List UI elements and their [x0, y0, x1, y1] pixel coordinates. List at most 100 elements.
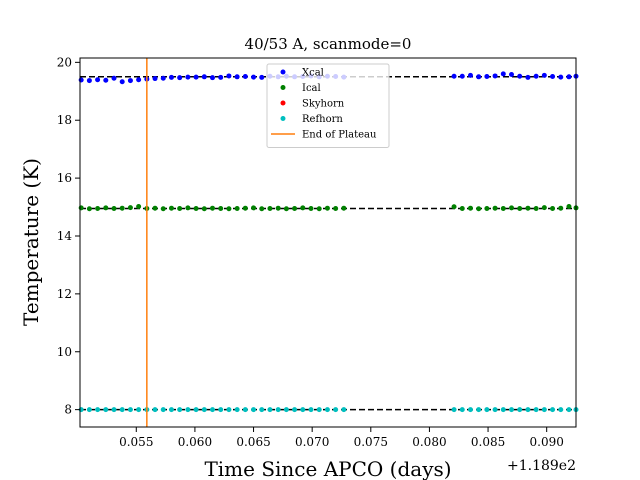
ical-point: [525, 205, 531, 211]
refhorn-point: [500, 407, 506, 413]
refhorn-point: [160, 407, 166, 413]
x-tick-label: 0.075: [354, 435, 388, 449]
refhorn-point: [111, 407, 117, 413]
legend-end-of-plateau-label: End of Plateau: [302, 130, 377, 141]
refhorn-point: [550, 407, 556, 413]
ical-point: [234, 205, 240, 211]
refhorn-point: [185, 407, 191, 413]
ical-point: [533, 205, 539, 211]
refhorn-point: [267, 407, 273, 413]
x-offset-label: +1.189e2: [507, 458, 576, 474]
x-axis-label: Time Since APCO (days): [204, 457, 451, 480]
ical-point: [218, 205, 224, 211]
xcal-point: [119, 79, 125, 85]
ical-point: [185, 205, 191, 211]
ical-point: [333, 205, 339, 211]
ical-point: [95, 205, 101, 211]
xcal-point: [218, 74, 224, 80]
xcal-point: [201, 74, 207, 80]
ical-point: [316, 206, 322, 212]
xcal-point: [168, 74, 174, 80]
ical-point: [251, 205, 257, 211]
ical-point: [484, 205, 490, 211]
xcal-point: [78, 77, 84, 83]
x-tick-label: 0.055: [119, 435, 153, 449]
xcal-point: [550, 74, 556, 80]
ical-point: [226, 206, 232, 212]
refhorn-point: [177, 407, 183, 413]
legend: Xcal Ical Skyhorn Refhorn End of Plateau: [266, 63, 390, 148]
xcal-point: [533, 73, 539, 79]
ical-point: [558, 205, 564, 211]
x-tick-label: 0.080: [412, 435, 446, 449]
y-axis: 8 10 12 14 16 18 20: [57, 55, 80, 417]
refhorn-point: [103, 407, 109, 413]
refhorn-point: [451, 407, 457, 413]
y-axis-label: Temperature (K): [19, 158, 43, 326]
refhorn-point: [127, 407, 133, 413]
refhorn-point: [86, 407, 92, 413]
xcal-point: [484, 74, 490, 80]
y-tick-label: 20: [57, 55, 72, 69]
refhorn-point: [218, 407, 224, 413]
refhorn-point: [324, 407, 330, 413]
x-tick-label: 0.065: [236, 435, 270, 449]
plot-frame: [79, 57, 577, 428]
xcal-point: [251, 74, 257, 80]
xcal-point: [95, 77, 101, 83]
xcal-point: [259, 74, 265, 80]
legend-ical-swatch: [280, 85, 286, 90]
legend-refhorn-swatch: [280, 116, 286, 121]
legend-xcal-label: Xcal: [302, 68, 324, 79]
chart-title: 40/53 A, scanmode=0: [245, 35, 412, 53]
xcal-point: [111, 75, 117, 81]
xcal-point: [193, 74, 199, 80]
xcal-point: [459, 73, 465, 79]
xcal-point: [451, 73, 457, 79]
refhorn-point: [292, 407, 298, 413]
series-refhorn: [78, 407, 579, 413]
ical-point: [292, 205, 298, 211]
ical-point: [86, 206, 92, 212]
ical-point: [160, 206, 166, 212]
ical-point: [177, 205, 183, 211]
refhorn-point: [136, 407, 142, 413]
x-tick-label: 0.060: [178, 435, 212, 449]
xcal-point: [210, 75, 216, 81]
refhorn-point: [251, 407, 257, 413]
refhorn-point: [558, 407, 564, 413]
ical-point: [152, 205, 158, 211]
ical-point: [308, 205, 314, 211]
refhorn-point: [283, 407, 289, 413]
xcal-point: [136, 77, 142, 83]
refhorn-point: [201, 407, 207, 413]
refhorn-point: [168, 407, 174, 413]
xcal-point: [476, 74, 482, 80]
ical-point: [476, 206, 482, 212]
xcal-point: [509, 71, 515, 77]
x-axis: 0.055 0.060 0.065 0.070 0.075 0.080 0.085 0.090: [119, 427, 564, 449]
xcal-point: [467, 72, 473, 78]
xcal-point: [234, 74, 240, 80]
ical-point: [242, 205, 248, 211]
x-tick-label: 0.070: [295, 435, 329, 449]
refhorn-point: [259, 407, 265, 413]
legend-ical-label: Ical: [302, 83, 321, 94]
legend-xcal-swatch: [280, 69, 286, 75]
ical-point: [111, 205, 117, 211]
xcal-point: [127, 78, 133, 84]
ical-point: [283, 206, 289, 212]
refhorn-point: [152, 407, 158, 413]
ical-point: [509, 205, 515, 211]
refhorn-point: [525, 407, 531, 413]
ical-point: [500, 205, 506, 211]
x-tick-label: 0.085: [471, 435, 505, 449]
refhorn-point: [476, 407, 482, 413]
refhorn-point: [210, 407, 216, 413]
refhorn-point: [242, 407, 248, 413]
xcal-point: [177, 75, 183, 81]
ical-point: [451, 204, 457, 210]
legend-skyhorn-swatch: [280, 100, 286, 106]
ical-point: [459, 205, 465, 211]
